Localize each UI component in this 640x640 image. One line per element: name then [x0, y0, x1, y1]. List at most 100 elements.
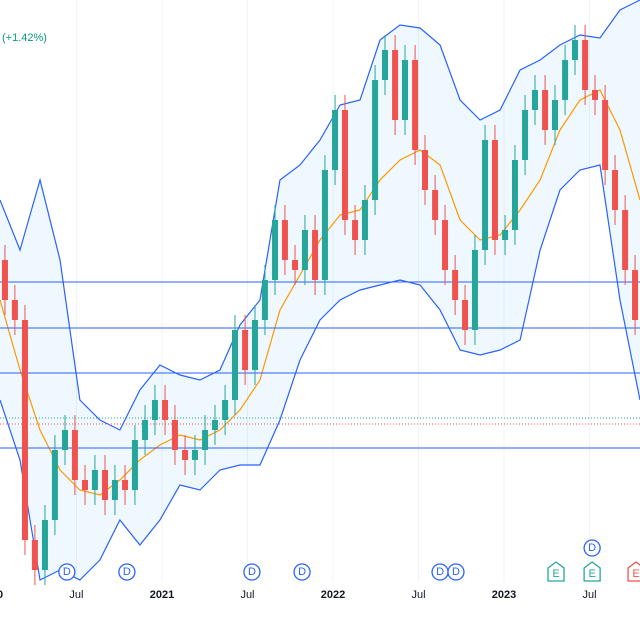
candle-body: [31, 540, 38, 570]
candle-body: [392, 50, 399, 120]
event-marker: D: [583, 539, 601, 557]
candle-body: [522, 110, 529, 160]
band-upper: [0, 0, 640, 431]
event-icon: [583, 539, 601, 557]
candle-body: [82, 480, 89, 490]
candle-body: [491, 140, 498, 240]
event-label: D: [123, 566, 131, 578]
candle-body: [142, 420, 149, 440]
candle-body: [51, 450, 58, 520]
event-marker: D: [431, 563, 449, 581]
event-label: D: [298, 566, 306, 578]
band-fill: [0, 0, 640, 580]
candle-body: [482, 140, 489, 250]
x-tick-label: Jul: [583, 589, 597, 601]
candle-body: [292, 260, 299, 270]
candle-body: [131, 440, 138, 490]
candle-body: [122, 480, 129, 490]
event-marker: D: [243, 563, 261, 581]
candle-body: [381, 50, 388, 80]
candle-body: [61, 430, 68, 450]
event-marker: D: [447, 563, 465, 581]
event-marker: D: [293, 563, 311, 581]
candle-body: [11, 300, 18, 320]
candle-body: [551, 100, 558, 130]
candle-body: [321, 170, 328, 280]
candle-body: [452, 270, 459, 300]
candle-body: [261, 280, 268, 320]
candle-body: [312, 230, 319, 280]
candle-body: [21, 320, 28, 540]
x-tick-label: 2023: [492, 589, 516, 601]
event-icon: [583, 561, 601, 582]
candle-body: [511, 160, 518, 230]
event-label: D: [63, 566, 71, 578]
candle-body: [572, 40, 579, 60]
candle-body: [352, 220, 359, 240]
candle-body: [171, 420, 178, 450]
candle-body: [442, 220, 449, 270]
candle-body: [471, 250, 478, 330]
candle-body: [622, 210, 629, 270]
candle-body: [602, 100, 609, 170]
event-label: D: [588, 542, 596, 554]
x-tick-label: 2021: [150, 589, 174, 601]
candle-body: [592, 90, 599, 100]
candle-body: [41, 520, 48, 570]
grid: [75, 0, 591, 582]
candle-body: [151, 400, 158, 420]
candle-body: [211, 420, 218, 430]
event-label: E: [552, 568, 559, 580]
candles: [1, 25, 639, 585]
candle-body: [612, 170, 619, 210]
candle-body: [462, 300, 469, 330]
event-icon: [547, 561, 565, 582]
candle-body: [111, 480, 118, 500]
axis: 2020 Jul 2021 Jul 2022 Jul 2023 Jul: [0, 589, 597, 601]
event-marker: D: [118, 563, 136, 581]
candle-body: [91, 470, 98, 490]
candle-body: [202, 430, 209, 450]
candle-body: [102, 470, 109, 500]
candle-body: [281, 220, 288, 260]
events: D D D D D D E EDE: [58, 539, 640, 582]
candle-body: [222, 400, 229, 420]
candle-body: [231, 330, 238, 400]
candle-body: [301, 230, 308, 270]
x-tick-label: 2020: [0, 589, 3, 601]
event-icon: [243, 563, 261, 581]
candle-body: [71, 430, 78, 480]
x-tick-label: 2022: [321, 589, 345, 601]
bands: [0, 0, 640, 581]
event-label: D: [248, 566, 256, 578]
candle-body: [341, 110, 348, 220]
candle-body: [632, 270, 639, 320]
candle-body: [252, 320, 259, 370]
candle-body: [502, 230, 509, 240]
event-marker: E: [627, 561, 640, 582]
event-icon: [447, 563, 465, 581]
candle-body: [562, 60, 569, 100]
x-tick-label: Jul: [411, 589, 425, 601]
event-icon: [58, 563, 76, 581]
event-label: E: [632, 568, 639, 580]
candle-body: [542, 90, 549, 130]
event-marker: E: [547, 561, 565, 582]
event-icon: [627, 561, 640, 582]
event-icon: [293, 563, 311, 581]
candle-body: [412, 60, 419, 150]
candle-body: [361, 200, 368, 240]
candle-body: [162, 400, 169, 420]
event-label: E: [588, 568, 595, 580]
candle-body: [332, 110, 339, 170]
candle-body: [182, 450, 189, 460]
candle-body: [402, 60, 409, 120]
candle-body: [422, 150, 429, 190]
event-label: D: [436, 566, 444, 578]
event-label: D: [452, 566, 460, 578]
candle-body: [191, 450, 198, 460]
x-tick-label: Jul: [240, 589, 254, 601]
candle-body: [531, 90, 538, 110]
event-marker: D: [58, 563, 76, 581]
